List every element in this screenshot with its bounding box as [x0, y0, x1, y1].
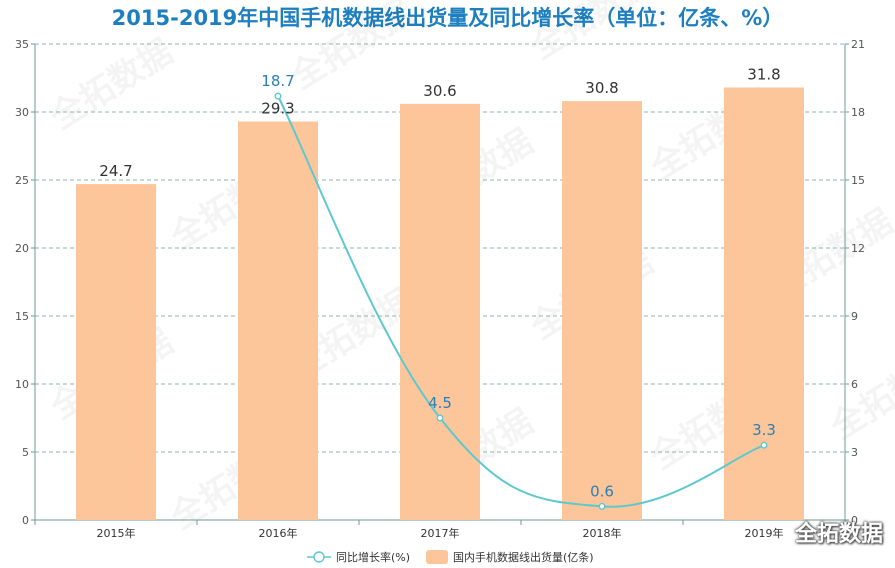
watermark-text: 全拓数据 — [523, 0, 660, 68]
y-left-tick-label: 25 — [15, 174, 29, 187]
y-right-tick-label: 6 — [851, 378, 858, 391]
gridlines — [35, 43, 845, 453]
y-right-tick-label: 0 — [851, 514, 858, 527]
y-right-tick-label: 9 — [851, 310, 858, 323]
legend: 同比增长率(%) 国内手机数据线出货量(亿条) — [307, 550, 594, 564]
legend-label-growth: 同比增长率(%) — [336, 550, 410, 564]
legend-label-shipments: 国内手机数据线出货量(亿条) — [453, 550, 594, 564]
line-point — [436, 414, 444, 422]
axes: 0 0 5 3 10 6 15 9 20 12 25 15 30 18 35 21 2015年 2016年 2017… — [15, 38, 865, 540]
bar-value-label: 31.8 — [747, 66, 780, 84]
bar-value-label: 24.7 — [99, 162, 132, 180]
y-left-tick-label: 10 — [15, 378, 29, 391]
brand-logo-text: 全拓数据 — [794, 522, 883, 547]
line-series — [274, 92, 768, 510]
legend-bar-swatch — [426, 550, 448, 564]
legend-line-marker — [313, 551, 325, 563]
y-right-tick-label: 21 — [851, 38, 865, 51]
bar-value-label: 29.3 — [261, 100, 294, 118]
y-right-tick-label: 12 — [851, 242, 865, 255]
bar — [238, 121, 318, 521]
x-tick-label: 2015年 — [97, 526, 136, 540]
x-tick-label: 2017年 — [421, 526, 460, 540]
bar — [76, 184, 156, 520]
line-value-label: 4.5 — [428, 394, 452, 412]
line-point — [760, 441, 768, 449]
bar — [562, 101, 642, 521]
y-left-tick-label: 0 — [22, 514, 29, 527]
x-tick-label: 2016年 — [259, 526, 298, 540]
bar-series — [76, 87, 804, 521]
watermark-text: 全拓数据 — [43, 32, 180, 139]
bar — [724, 87, 804, 521]
line-value-label: 0.6 — [590, 482, 614, 500]
line-point — [274, 92, 282, 100]
growth-rate-line — [277, 95, 765, 508]
line-value-label: 18.7 — [261, 72, 294, 90]
y-left-tick-label: 20 — [15, 242, 29, 255]
watermark-text: 全拓数据 — [283, 0, 420, 98]
x-tick-label: 2019年 — [745, 526, 784, 540]
data-labels: 24.7 29.3 30.6 30.8 31.8 18.7 4.5 0.6 3.3 — [99, 66, 780, 501]
x-tick-label: 2018年 — [583, 526, 622, 540]
bar — [400, 103, 480, 520]
chart-title: 2015-2019年中国手机数据线出货量及同比增长率（单位：亿条、%） — [111, 6, 784, 30]
line-point — [598, 502, 606, 510]
y-left-tick-label: 30 — [15, 106, 29, 119]
y-right-tick-label: 15 — [851, 174, 865, 187]
y-left-tick-label: 35 — [15, 38, 29, 51]
bar-value-label: 30.8 — [585, 79, 618, 97]
watermark-text: 全拓数据 — [823, 342, 895, 449]
y-left-tick-label: 5 — [22, 446, 29, 459]
y-right-tick-label: 3 — [851, 446, 858, 459]
line-value-label: 3.3 — [752, 421, 776, 439]
y-right-tick-label: 18 — [851, 106, 865, 119]
y-left-tick-label: 15 — [15, 310, 29, 323]
bar-value-label: 30.6 — [423, 82, 456, 100]
